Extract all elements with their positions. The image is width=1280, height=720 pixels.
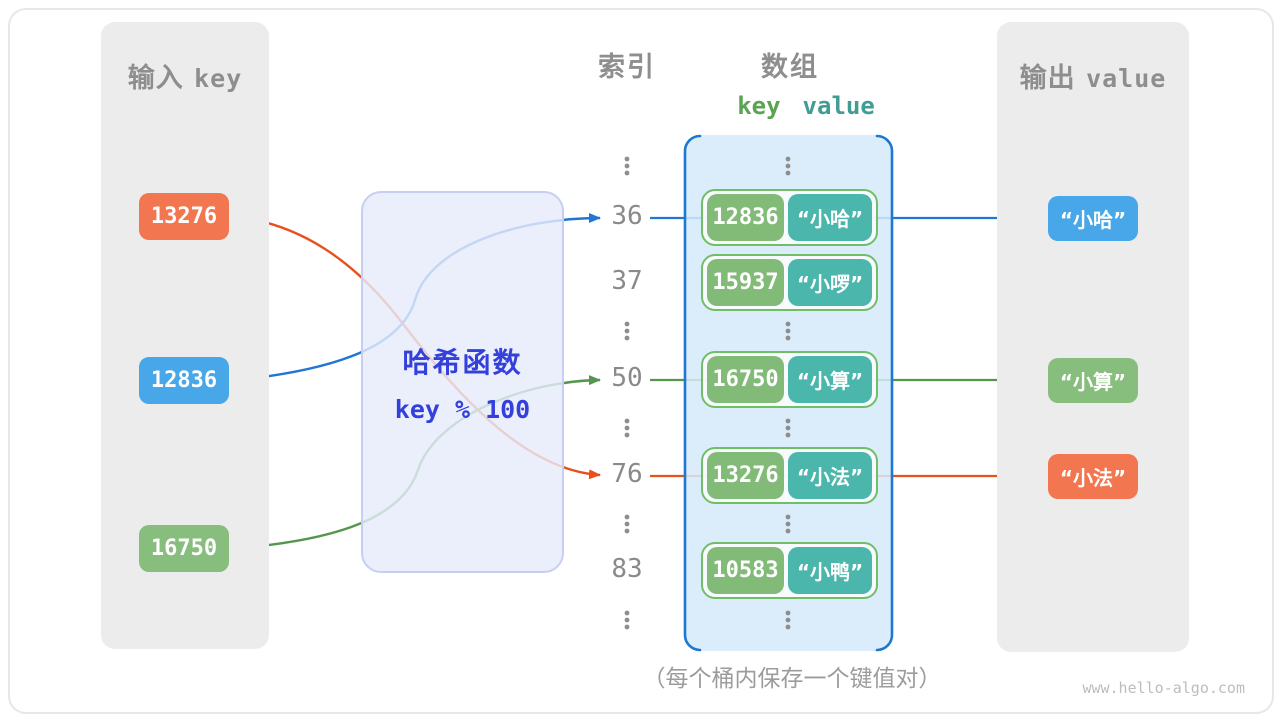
- bucket-4-key: 13276: [707, 452, 784, 499]
- ellipsis-dots: [624, 156, 791, 630]
- bucket-1-value: “小哈”: [788, 194, 872, 241]
- input-key-3-label: 16750: [150, 536, 218, 561]
- bucket-3-key: 16750: [707, 356, 784, 403]
- output-value-box-1: “小哈”: [1048, 196, 1138, 241]
- output-title-zh: 输出: [1019, 63, 1076, 94]
- input-title-en: key: [194, 64, 243, 93]
- output-value-box-3: “小法”: [1048, 454, 1138, 499]
- bucket-2-key: 15937: [707, 259, 784, 306]
- input-title-zh: 输入: [127, 63, 184, 94]
- output-panel: 输出 value: [997, 22, 1189, 652]
- output-title-en: value: [1086, 64, 1167, 93]
- bucket-row-2: 15937 “小啰”: [701, 254, 878, 311]
- input-key-box-1: 13276: [139, 193, 229, 240]
- input-key-1-label: 13276: [150, 204, 218, 229]
- bucket-1-key: 12836: [707, 194, 784, 241]
- bucket-row-1: 12836 “小哈”: [701, 189, 878, 246]
- value-header-label: value: [802, 92, 875, 120]
- bucket-5-key: 10583: [707, 547, 784, 594]
- site-watermark: www.hello-algo.com: [1082, 679, 1245, 697]
- hash-function-box: 哈希函数 key % 100: [361, 191, 564, 573]
- bucket-row-4: 13276 “小法”: [701, 447, 878, 504]
- index-column-title: 索引: [598, 52, 656, 83]
- key-header-label: key: [737, 92, 781, 120]
- bucket-2-value: “小啰”: [788, 259, 872, 306]
- bucket-row-5: 10583 “小鸭”: [701, 542, 878, 599]
- bucket-3-value: “小算”: [788, 356, 872, 403]
- output-value-2-label: “小算”: [1059, 370, 1127, 394]
- output-value-3-label: “小法”: [1059, 466, 1127, 490]
- index-value-76: 76: [611, 459, 643, 489]
- index-value-37: 37: [611, 266, 643, 296]
- output-value-1-label: “小哈”: [1059, 208, 1127, 232]
- key-value-header: key value: [700, 92, 912, 120]
- bucket-row-3: 16750 “小算”: [701, 351, 878, 408]
- bucket-5-value: “小鸭”: [788, 547, 872, 594]
- input-key-box-3: 16750: [139, 525, 229, 572]
- input-key-box-2: 12836: [139, 357, 229, 404]
- index-value-36: 36: [611, 201, 643, 231]
- index-value-50: 50: [611, 363, 643, 393]
- input-key-2-label: 12836: [150, 368, 218, 393]
- output-panel-title: 输出 value: [997, 56, 1189, 95]
- hash-function-formula: key % 100: [394, 394, 531, 424]
- output-value-box-2: “小算”: [1048, 358, 1138, 403]
- hash-function-name: 哈希函数: [402, 345, 523, 379]
- bucket-caption: （每个桶内保存一个键值对）: [642, 666, 942, 692]
- index-value-83: 83: [611, 554, 643, 584]
- input-panel-title: 输入 key: [101, 56, 269, 95]
- bucket-4-value: “小法”: [788, 452, 872, 499]
- array-column-title: 数组: [761, 52, 819, 83]
